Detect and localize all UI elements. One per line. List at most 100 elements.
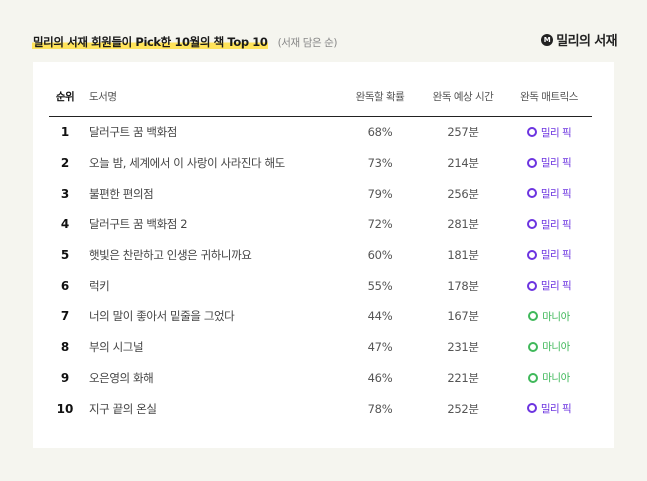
- probability-cell: 47%: [367, 340, 393, 355]
- probability-cell: 55%: [367, 278, 393, 293]
- matrix-label: 밀리 픽: [540, 157, 572, 170]
- ring-icon: [526, 127, 537, 138]
- logo-icon: M: [541, 33, 554, 46]
- time-cell: 231분: [447, 340, 479, 355]
- time-cell: 252분: [447, 401, 479, 416]
- rank-cell: 4: [60, 217, 70, 232]
- table-row[interactable]: 10 지구 끝의 온실 78% 252분 밀리 픽: [49, 393, 592, 424]
- matrix-label: 마니아: [542, 310, 570, 323]
- probability-cell: 73%: [367, 156, 393, 171]
- column-header-time: 완독 예상 시간: [420, 76, 506, 117]
- matrix-cell: 밀리 픽: [506, 270, 592, 301]
- ring-icon: [526, 157, 537, 168]
- rank-cell: 6: [60, 278, 70, 293]
- time-cell: 167분: [447, 309, 479, 324]
- rank-cell: 10: [56, 401, 74, 416]
- ring-icon: [528, 341, 539, 352]
- matrix-cell: 밀리 픽: [506, 209, 592, 240]
- book-title-cell: 너의 말이 좋아서 밑줄을 그었다: [89, 309, 235, 324]
- rank-cell: 7: [60, 309, 70, 324]
- matrix-label: 밀리 픽: [540, 187, 572, 200]
- probability-cell: 46%: [367, 370, 393, 385]
- table-row[interactable]: 1 달러구트 꿈 백화점 68% 257분 밀리 픽: [49, 117, 592, 148]
- table-row[interactable]: 6 럭키 55% 178분 밀리 픽: [49, 270, 592, 301]
- book-title-cell: 햇빛은 찬란하고 인생은 귀하니까요: [89, 248, 252, 263]
- matrix-label: 밀리 픽: [540, 249, 572, 262]
- ring-icon: [526, 280, 537, 291]
- matrix-badge: 밀리 픽: [526, 278, 572, 293]
- book-title-cell: 럭키: [89, 278, 110, 293]
- table-row[interactable]: 9 오은영의 화해 46% 221분 마니아: [49, 363, 592, 394]
- brand-logo: M 밀리의 서재: [541, 30, 618, 49]
- column-header-title: 도서명: [81, 76, 340, 117]
- matrix-label: 밀리 픽: [540, 402, 572, 415]
- ring-icon: [526, 219, 537, 230]
- table-row[interactable]: 8 부의 시그널 47% 231분 마니아: [49, 332, 592, 363]
- matrix-cell: 밀리 픽: [506, 240, 592, 271]
- time-cell: 257분: [447, 125, 479, 140]
- matrix-cell: 밀리 픽: [506, 393, 592, 424]
- probability-cell: 68%: [367, 125, 393, 140]
- rank-cell: 2: [60, 156, 70, 171]
- ring-icon: [526, 403, 537, 414]
- ring-icon: [526, 188, 537, 199]
- rank-cell: 3: [60, 186, 70, 201]
- matrix-cell: 밀리 픽: [506, 148, 592, 179]
- matrix-badge: 밀리 픽: [526, 217, 572, 232]
- book-title-cell: 부의 시그널: [89, 340, 144, 355]
- logo-text: 밀리의 서재: [556, 34, 617, 49]
- ranking-card: 순위 도서명 완독할 확률 완독 예상 시간 완독 매트릭스 1 달러구트 꿈 백…: [33, 62, 614, 448]
- matrix-cell: 밀리 픽: [506, 178, 592, 209]
- matrix-label: 밀리 픽: [540, 218, 572, 231]
- book-title-cell: 지구 끝의 온실: [89, 401, 157, 416]
- table-header-row: 순위 도서명 완독할 확률 완독 예상 시간 완독 매트릭스: [49, 76, 592, 117]
- matrix-label: 마니아: [542, 372, 570, 385]
- page-header: 밀리의 서재 회원들이 Pick한 10월의 책 Top 10 (서재 담은 순…: [32, 30, 618, 51]
- table-row[interactable]: 3 불편한 편의점 79% 256분 밀리 픽: [49, 178, 592, 209]
- column-header-probability: 완독할 확률: [340, 76, 420, 117]
- matrix-badge: 밀리 픽: [526, 186, 572, 201]
- table-row[interactable]: 7 너의 말이 좋아서 밑줄을 그었다 44% 167분 마니아: [49, 301, 592, 332]
- column-header-rank: 순위: [49, 76, 81, 117]
- matrix-label: 밀리 픽: [540, 280, 572, 293]
- matrix-cell: 마니아: [506, 332, 592, 363]
- matrix-label: 마니아: [542, 341, 570, 354]
- book-title-cell: 오은영의 화해: [89, 370, 154, 385]
- ranking-table: 순위 도서명 완독할 확률 완독 예상 시간 완독 매트릭스 1 달러구트 꿈 백…: [49, 76, 592, 424]
- probability-cell: 44%: [367, 309, 393, 324]
- matrix-badge: 밀리 픽: [526, 125, 572, 140]
- probability-cell: 72%: [367, 217, 393, 232]
- matrix-badge: 밀리 픽: [526, 155, 572, 170]
- book-title-cell: 불편한 편의점: [89, 186, 154, 201]
- matrix-badge: 마니아: [528, 370, 570, 385]
- table-row[interactable]: 2 오늘 밤, 세계에서 이 사랑이 사라진다 해도 73% 214분 밀리 픽: [49, 148, 592, 179]
- probability-cell: 79%: [367, 186, 393, 201]
- table-row[interactable]: 5 햇빛은 찬란하고 인생은 귀하니까요 60% 181분 밀리 픽: [49, 240, 592, 271]
- time-cell: 281분: [447, 217, 479, 232]
- time-cell: 214분: [447, 156, 479, 171]
- table-row[interactable]: 4 달러구트 꿈 백화점 2 72% 281분 밀리 픽: [49, 209, 592, 240]
- matrix-badge: 밀리 픽: [526, 247, 572, 262]
- matrix-badge: 마니아: [528, 339, 570, 354]
- rank-cell: 5: [60, 248, 70, 263]
- page-subtitle: (서재 담은 순): [277, 37, 338, 49]
- time-cell: 178분: [447, 278, 479, 293]
- matrix-cell: 마니아: [506, 301, 592, 332]
- time-cell: 221분: [447, 370, 479, 385]
- matrix-badge: 밀리 픽: [526, 401, 572, 416]
- column-header-matrix: 완독 매트릭스: [506, 76, 592, 117]
- book-title-cell: 달러구트 꿈 백화점 2: [89, 217, 188, 232]
- time-cell: 181분: [447, 248, 479, 263]
- rank-cell: 9: [60, 370, 70, 385]
- book-title-cell: 오늘 밤, 세계에서 이 사랑이 사라진다 해도: [89, 156, 285, 171]
- probability-cell: 60%: [367, 248, 393, 263]
- probability-cell: 78%: [367, 401, 393, 416]
- matrix-cell: 밀리 픽: [506, 117, 592, 148]
- ring-icon: [528, 372, 539, 383]
- matrix-cell: 마니아: [506, 363, 592, 394]
- ring-icon: [528, 311, 539, 322]
- rank-cell: 1: [60, 125, 70, 140]
- book-title-cell: 달러구트 꿈 백화점: [89, 125, 177, 140]
- matrix-label: 밀리 픽: [540, 126, 572, 139]
- title-group: 밀리의 서재 회원들이 Pick한 10월의 책 Top 10 (서재 담은 순…: [32, 31, 338, 50]
